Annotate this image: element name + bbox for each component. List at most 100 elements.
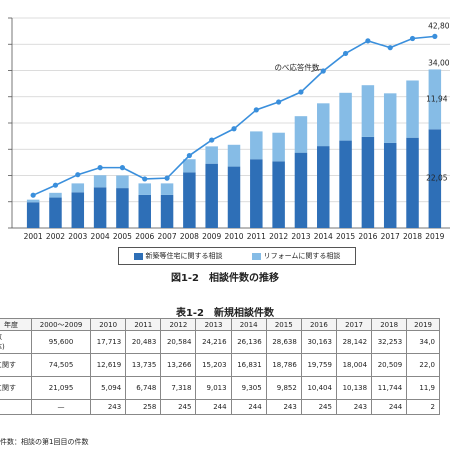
bar-new-housing — [116, 188, 129, 228]
line-point — [30, 192, 36, 198]
bar-new-housing — [250, 159, 263, 228]
x-tick-label: 2003 — [68, 232, 87, 241]
bar-new-housing — [294, 152, 308, 228]
line-point — [365, 38, 371, 44]
line-point — [253, 107, 259, 113]
table-cell: 10,138 — [335, 376, 373, 400]
table-cell: 2 — [406, 399, 440, 415]
row-label-line: に関す — [0, 361, 16, 369]
line-point — [164, 175, 170, 181]
table-cell: 258 — [125, 399, 162, 415]
row-label: に関す — [0, 376, 33, 400]
table-cell: 244 — [230, 399, 267, 415]
bar-new-housing — [428, 129, 442, 228]
consultation-table: 年度 2000～2009 2010 2011 2012 2013 2014 20… — [0, 318, 440, 415]
table-header-cell: 年度 — [0, 318, 33, 331]
line-point — [186, 152, 192, 159]
line-point — [97, 165, 103, 171]
table-cell: 28,142 — [335, 330, 373, 354]
x-tick-label: 2013 — [291, 232, 310, 241]
table-cell: 16,831 — [230, 353, 267, 377]
bar-reform — [406, 80, 419, 138]
bar-reform — [250, 131, 263, 160]
row-label: 数体) — [0, 330, 33, 354]
x-tick-label: 2004 — [91, 232, 110, 241]
data-label-new-housing: 22,05 — [426, 174, 448, 183]
table-cell: 26,136 — [230, 330, 267, 354]
line-point — [209, 137, 215, 143]
table-cell: 34,0 — [406, 330, 440, 354]
bar-reform — [26, 199, 40, 203]
table-header-row: 年度 2000～2009 2010 2011 2012 2013 2014 20… — [0, 318, 440, 331]
legend-item-new-housing: 新築等住宅に関する相談 — [133, 251, 223, 261]
line-point — [231, 126, 237, 132]
table-header-cell: 2000～2009 — [31, 318, 92, 331]
x-tick-label: 2006 — [135, 232, 154, 241]
x-tick-label: 2005 — [113, 232, 132, 241]
table-header-cell: 2015 — [265, 318, 302, 331]
x-tick-label: 2012 — [269, 232, 288, 241]
bar-reform — [294, 116, 308, 153]
bar-reform — [428, 69, 442, 130]
x-tick-label: 2018 — [403, 232, 422, 241]
bar-reform — [227, 144, 241, 167]
table-cell: 18,786 — [265, 353, 302, 377]
row-label-line: 体) — [0, 343, 5, 351]
table-header-cell: 2014 — [230, 318, 267, 331]
bar-reform — [205, 146, 218, 164]
x-tick-label: 2019 — [425, 232, 444, 241]
bar-new-housing — [138, 194, 151, 228]
bar-reform — [361, 85, 375, 137]
table-header-cell: 2019 — [406, 318, 440, 331]
table-cell: 244 — [371, 399, 408, 415]
table-cell: 11,744 — [371, 376, 408, 400]
bar-new-housing — [160, 194, 174, 228]
table-header-cell: 2016 — [300, 318, 337, 331]
table-row: —243 258 245 244 244 243 245 243 244 2 — [0, 399, 440, 415]
table-cell: 245 — [300, 399, 337, 415]
row-label-line: 数 — [0, 332, 27, 342]
table-cell: 17,713 — [90, 330, 127, 354]
x-tick-label: 2014 — [314, 232, 333, 241]
x-tick-label: 2007 — [158, 232, 177, 241]
table-cell: 244 — [195, 399, 232, 415]
table-cell: 7,318 — [160, 376, 197, 400]
table-cell: 13,266 — [160, 353, 197, 377]
figure-caption: 図1-2 相談件数の推移 — [170, 273, 280, 284]
table-cell: 9,305 — [230, 376, 267, 400]
bar-new-housing — [272, 161, 285, 228]
table-cell: 245 — [160, 399, 197, 415]
legend-label-new-housing: 新築等住宅に関する相談 — [145, 252, 223, 260]
bar-reform — [383, 93, 397, 143]
table-cell: 12,619 — [90, 353, 127, 377]
x-tick-label: 2001 — [24, 232, 43, 241]
legend-item-reform: リフォームに関する相談 — [251, 251, 341, 261]
table-cell: 243 — [90, 399, 127, 415]
table-cell: 95,600 — [31, 330, 92, 354]
chart-legend: 新築等住宅に関する相談 リフォームに関する相談 — [118, 247, 356, 265]
bar-reform — [339, 92, 352, 141]
table-cell: 10,404 — [300, 376, 337, 400]
bar-new-housing — [339, 140, 352, 228]
table-cell: 11,9 — [406, 376, 440, 400]
bar-reform — [272, 132, 285, 162]
bar-reform — [183, 159, 196, 173]
legend-label-reform: リフォームに関する相談 — [263, 252, 341, 260]
bar-new-housing — [317, 146, 330, 228]
table-caption: 表1-2 新規相談件数 — [175, 308, 275, 319]
data-label-reform: 11,94 — [426, 94, 448, 103]
table-cell: 15,203 — [195, 353, 232, 377]
table-cell: 18,004 — [335, 353, 373, 377]
data-label-line-top: 42,80 — [428, 21, 450, 30]
line-point — [276, 99, 282, 105]
legend-swatch-reform — [251, 252, 261, 260]
bar-new-housing — [383, 142, 397, 228]
bar-new-housing — [26, 202, 40, 228]
table-header-cell: 2012 — [160, 318, 197, 331]
table-cell: 5,094 — [90, 376, 127, 400]
bar-reform — [71, 183, 85, 193]
table-cell: 30,163 — [300, 330, 337, 354]
x-tick-label: 2017 — [381, 232, 400, 241]
x-tick-label: 2016 — [358, 232, 377, 241]
line-series-label: のべ応答件数 — [274, 62, 319, 72]
